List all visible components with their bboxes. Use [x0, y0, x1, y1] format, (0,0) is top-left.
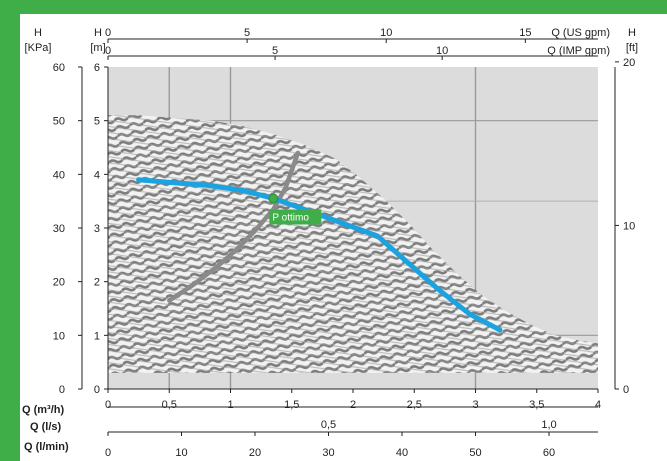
tick-label-h-kpa: 40 [53, 169, 65, 181]
unit-h-kpa-line2: [KPa] [25, 42, 52, 54]
axis-label-q-lmin: Q (l/min) [24, 441, 69, 453]
optimum-point-marker [268, 193, 279, 204]
tick-label-q-m3h: 0,5 [162, 399, 177, 411]
unit-h-kpa-line1: H [34, 27, 42, 39]
axis-label-q-m3h: Q (m³/h) [22, 404, 64, 416]
tick-label-q-m3h: 3 [472, 399, 478, 411]
unit-h-ft-line1: H [628, 27, 636, 39]
tick-label-h-m: 1 [94, 330, 100, 342]
tick-label-q-lmin: 0 [105, 447, 111, 459]
tick-label-q-m3h: 1 [227, 399, 233, 411]
tick-label-q-lmin: 20 [249, 447, 261, 459]
axis-label-q-impgpm: Q (IMP gpm) [547, 45, 610, 57]
unit-h-ft-line2: [ft] [626, 42, 638, 54]
axis-label-q-ls: Q (l/s) [30, 421, 62, 433]
optimum-point-label: P ottimo [272, 212, 309, 223]
tick-label-q-lmin: 40 [396, 447, 408, 459]
tick-label-h-kpa: 20 [53, 277, 65, 289]
tick-label-q-ls: 1,0 [541, 419, 556, 431]
tick-label-q-m3h: 1,5 [284, 399, 299, 411]
tick-label-q-m3h: 2,5 [407, 399, 422, 411]
tick-label-h-kpa: 10 [53, 330, 65, 342]
tick-label-q-m3h: 0 [105, 399, 111, 411]
tick-label-q-usgpm: 10 [380, 27, 392, 39]
performance-envelope [108, 115, 598, 373]
tick-label-h-m: 5 [94, 116, 100, 128]
tick-label-h-m: 2 [94, 277, 100, 289]
tick-label-q-usgpm: 5 [244, 27, 250, 39]
tick-label-q-usgpm: 15 [519, 27, 531, 39]
tick-label-h-m: 4 [94, 169, 100, 181]
pump-curve-chart: H[m]0123456H[KPa]0102030405060H[ft]01020… [22, 27, 638, 459]
tick-label-h-kpa: 60 [53, 62, 65, 74]
tick-label-h-m: 6 [94, 62, 100, 74]
series-line-blue [136, 177, 503, 333]
tick-label-q-m3h: 3,5 [529, 399, 544, 411]
unit-h-m-line2: [m] [90, 42, 105, 54]
optimum-point-label-bg [269, 209, 322, 225]
tick-label-q-usgpm: 0 [105, 27, 111, 39]
tick-label-h-kpa: 50 [53, 116, 65, 128]
tick-label-h-ft: 0 [623, 384, 629, 396]
optimum-point-layer: P ottimo [268, 193, 322, 225]
tick-label-q-lmin: 50 [469, 447, 481, 459]
unit-h-m-line1: H [94, 27, 102, 39]
chart-panel: H [m] 0 1 2 3 4 5 6 H [KPa] 0 10 20 30 40 50 60 H [ft] 0 10 20… [20, 14, 667, 461]
tick-label-h-m: 3 [94, 223, 100, 235]
tick-label-q-impgpm: 10 [436, 45, 448, 57]
tick-label-q-impgpm: 0 [105, 45, 111, 57]
tick-label-q-impgpm: 5 [272, 45, 278, 57]
tick-label-q-ls: 0,5 [321, 419, 336, 431]
tick-label-h-kpa: 0 [59, 384, 65, 396]
series-layer [136, 150, 503, 333]
tick-label-h-kpa: 30 [53, 223, 65, 235]
series-line-grey [167, 150, 301, 303]
envelope-texture [108, 115, 598, 373]
tick-label-h-ft: 10 [623, 220, 635, 232]
tick-label-q-lmin: 30 [322, 447, 334, 459]
tick-label-q-lmin: 10 [175, 447, 187, 459]
axes: H[m]0123456H[KPa]0102030405060H[ft]01020… [22, 27, 638, 459]
tick-label-q-lmin: 60 [543, 447, 555, 459]
tick-label-h-m: 0 [94, 384, 100, 396]
axis-label-q-usgpm: Q (US gpm) [551, 27, 610, 39]
tick-label-q-m3h: 4 [595, 399, 601, 411]
tick-label-q-m3h: 2 [350, 399, 356, 411]
tick-label-h-ft: 20 [623, 57, 635, 69]
